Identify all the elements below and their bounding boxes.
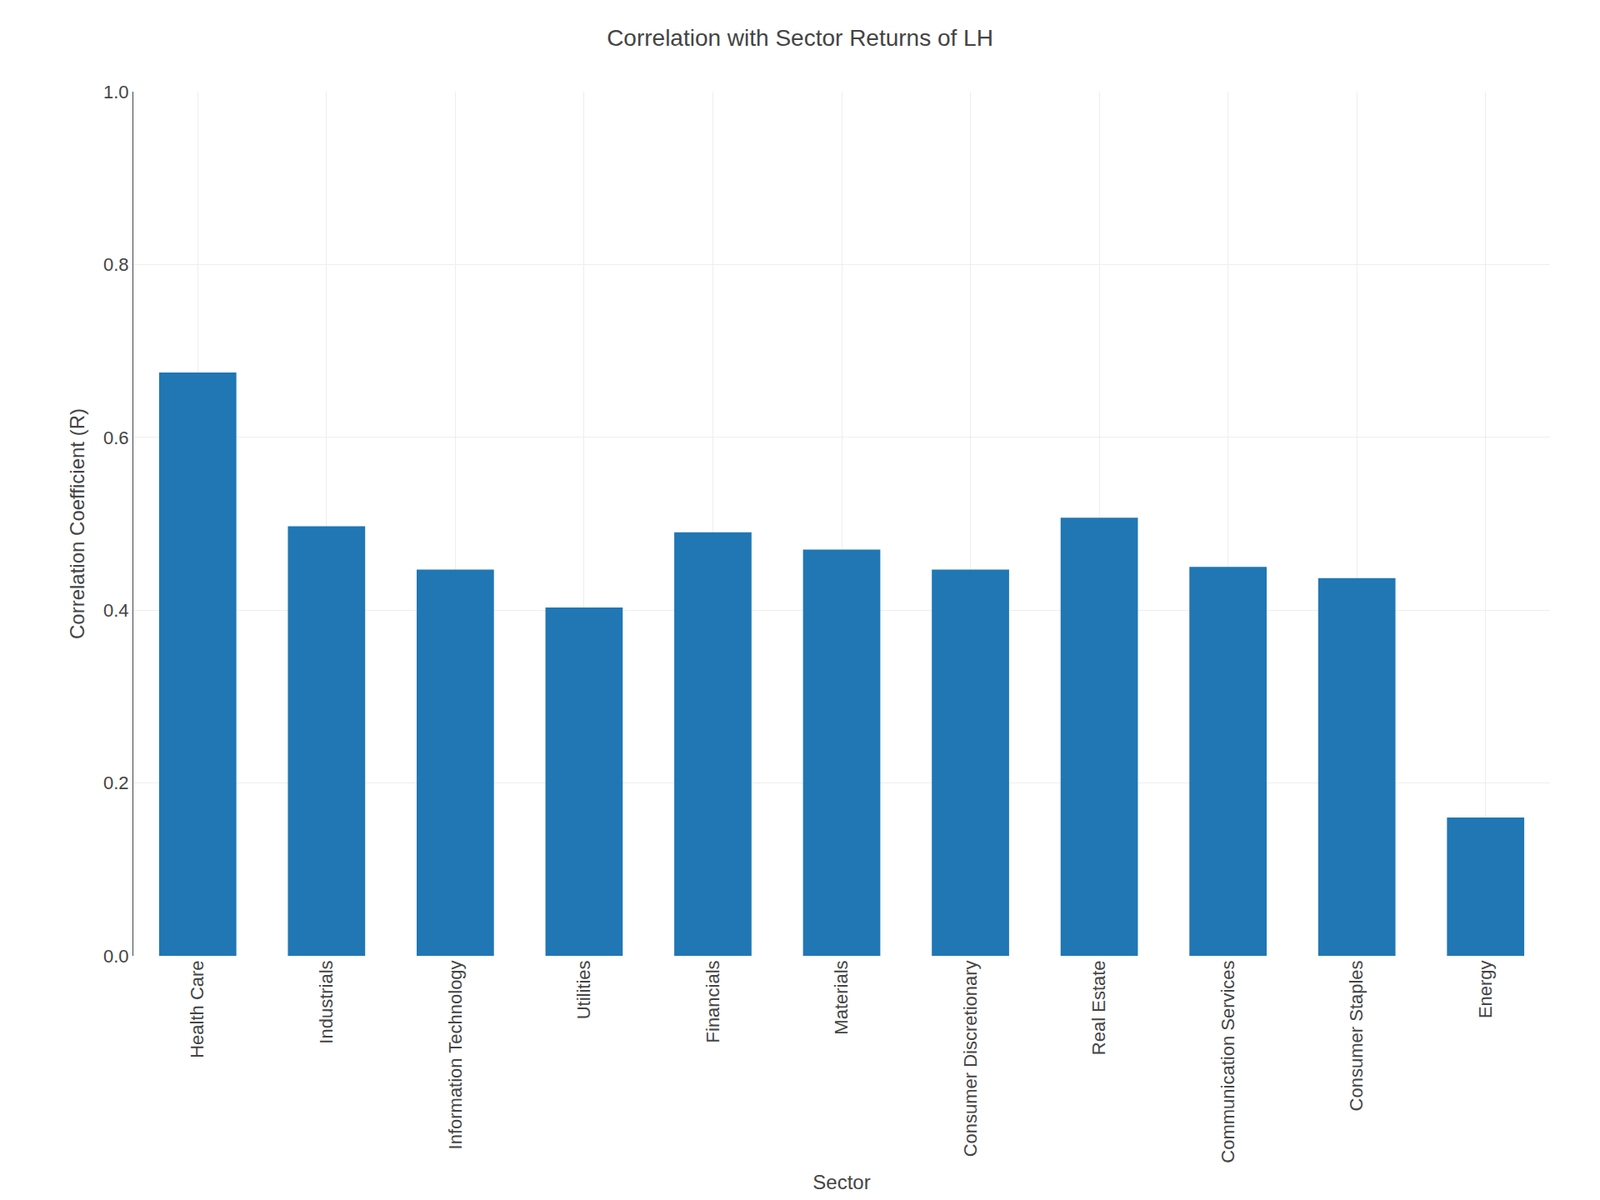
svg-text:Utilities: Utilities bbox=[573, 960, 595, 1020]
svg-text:Communication Services: Communication Services bbox=[1217, 960, 1239, 1163]
svg-text:Financials: Financials bbox=[702, 960, 724, 1043]
svg-text:Energy: Energy bbox=[1475, 960, 1496, 1019]
svg-text:0.6: 0.6 bbox=[103, 427, 130, 449]
svg-text:Consumer Discretionary: Consumer Discretionary bbox=[960, 960, 981, 1157]
svg-text:Information Technology: Information Technology bbox=[445, 960, 466, 1150]
svg-text:Health Care: Health Care bbox=[186, 960, 208, 1058]
svg-text:0.8: 0.8 bbox=[103, 254, 130, 275]
svg-text:Sector: Sector bbox=[812, 1170, 870, 1194]
svg-text:Correlation Coefficient (R): Correlation Coefficient (R) bbox=[65, 408, 89, 640]
svg-text:Industrials: Industrials bbox=[315, 960, 337, 1044]
svg-text:0.2: 0.2 bbox=[103, 772, 130, 794]
svg-text:Consumer Staples: Consumer Staples bbox=[1345, 960, 1367, 1111]
svg-text:Real Estate: Real Estate bbox=[1088, 960, 1110, 1055]
svg-text:1.0: 1.0 bbox=[103, 81, 130, 103]
svg-text:0.4: 0.4 bbox=[103, 600, 130, 621]
svg-text:Materials: Materials bbox=[830, 960, 852, 1035]
svg-text:0.0: 0.0 bbox=[103, 945, 130, 967]
svg-text:Correlation with Sector Return: Correlation with Sector Returns of LH bbox=[606, 25, 994, 51]
